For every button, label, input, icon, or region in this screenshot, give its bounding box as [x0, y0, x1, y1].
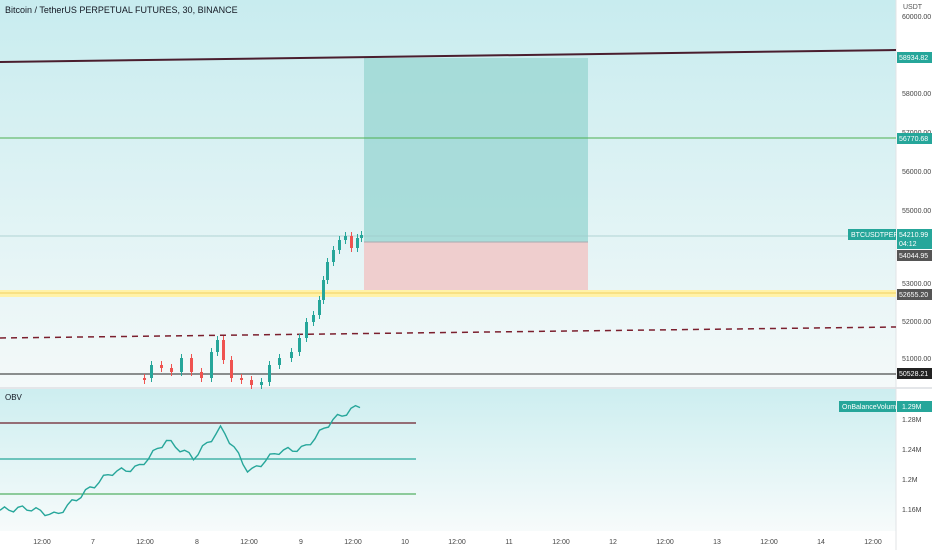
- price-tick: 56000.00: [902, 169, 931, 176]
- currency-label: USDT: [903, 4, 923, 11]
- candle-body: [332, 250, 335, 262]
- price-tick: 60000.00: [902, 14, 931, 21]
- candle-body: [305, 322, 308, 338]
- price-tick: 52000.00: [902, 319, 931, 326]
- candle-body: [150, 365, 153, 378]
- symbol-label-bg: [848, 229, 896, 240]
- entry-label-bg: [897, 250, 932, 261]
- time-tick: 12:00: [448, 539, 466, 546]
- candle-body: [360, 235, 363, 238]
- upper-trend-label-bg: [897, 52, 932, 63]
- candle-body: [290, 352, 293, 358]
- lower-line-label-bg: [897, 368, 932, 379]
- price-tick: 58000.00: [902, 91, 931, 98]
- candle-body: [143, 378, 146, 380]
- candle-body: [298, 338, 301, 352]
- time-tick: 12:00: [33, 539, 51, 546]
- obv-tick: 1.24M: [902, 447, 922, 454]
- chart-title: Bitcoin / TetherUS PERPETUAL FUTURES, 30…: [5, 5, 238, 15]
- price-axis-bg: [896, 0, 932, 550]
- lower-line-label: 50528.21: [899, 371, 928, 378]
- obv-pane-label: OBV: [5, 393, 23, 402]
- candle-body: [268, 365, 271, 382]
- candle-body: [312, 315, 315, 322]
- candle-body: [338, 240, 341, 250]
- candle-body: [160, 365, 163, 368]
- target-label-bg: [897, 133, 932, 144]
- time-axis[interactable]: 12:00 7 12:00 8 12:00 9 12:00 10 12:00 1…: [33, 539, 882, 546]
- obv-axis[interactable]: 1.28M 1.24M 1.2M 1.16M: [902, 417, 922, 514]
- time-tick: 13: [713, 539, 721, 546]
- candle-body: [350, 236, 353, 248]
- candle-body: [322, 280, 325, 300]
- candle-body: [210, 352, 213, 378]
- candle-body: [190, 358, 193, 372]
- upper-trendline[interactable]: [0, 49, 897, 63]
- candle-body: [170, 368, 173, 372]
- entry-label: 54044.95: [899, 253, 928, 260]
- obv-series-line: [0, 404, 361, 517]
- time-tick: 12:00: [240, 539, 258, 546]
- candle-body: [326, 262, 329, 280]
- candle-body: [260, 382, 263, 385]
- time-tick: 12:00: [136, 539, 154, 546]
- time-tick: 12:00: [760, 539, 778, 546]
- time-tick: 8: [195, 539, 199, 546]
- candle-body: [250, 380, 253, 385]
- indicator-value: 1.29M: [902, 404, 922, 411]
- time-tick: 12:00: [864, 539, 882, 546]
- time-tick: 12:00: [552, 539, 570, 546]
- candle-body: [222, 340, 225, 360]
- time-tick: 7: [91, 539, 95, 546]
- time-tick: 9: [299, 539, 303, 546]
- candle-body: [318, 300, 321, 315]
- time-tick: 11: [505, 539, 512, 546]
- target-zone[interactable]: [364, 58, 588, 242]
- candle-body: [180, 358, 183, 372]
- price-tick: 51000.00: [902, 356, 931, 363]
- indicator-name: OnBalanceVolume: [842, 404, 900, 411]
- stop-zone[interactable]: [364, 242, 588, 295]
- price-tick: 53000.00: [902, 281, 931, 288]
- candle-body: [356, 238, 359, 248]
- last-price-label: 54210.99: [899, 232, 928, 239]
- time-tick: 12:00: [344, 539, 362, 546]
- obv-tick: 1.2M: [902, 477, 918, 484]
- time-tick: 14: [817, 539, 825, 546]
- time-axis-bg: [0, 531, 896, 550]
- candle-body: [344, 236, 347, 240]
- candle-body: [278, 358, 281, 365]
- candle-body: [200, 372, 203, 378]
- price-tick: 55000.00: [902, 208, 931, 215]
- obv-tick: 1.28M: [902, 417, 922, 424]
- candles-group: [143, 231, 363, 389]
- candle-body: [240, 378, 243, 380]
- obv-pane-bg: [0, 389, 896, 531]
- last-price-label-bg: [897, 229, 932, 249]
- indicator-value-bg: [897, 401, 932, 412]
- candle-body: [230, 360, 233, 378]
- symbol-label: BTCUSDTPERP: [851, 232, 903, 239]
- candle-body: [216, 340, 219, 352]
- countdown-label: 04:12: [899, 241, 917, 248]
- time-tick: 12:00: [656, 539, 674, 546]
- stop-label-bg: [897, 289, 932, 300]
- time-tick: 12: [609, 539, 617, 546]
- target-label: 56770.68: [899, 136, 928, 143]
- upper-trend-label: 58934.82: [899, 55, 928, 62]
- stop-label: 52655.20: [899, 292, 928, 299]
- obv-tick: 1.16M: [902, 507, 922, 514]
- indicator-name-bg: [839, 401, 896, 412]
- time-tick: 10: [401, 539, 409, 546]
